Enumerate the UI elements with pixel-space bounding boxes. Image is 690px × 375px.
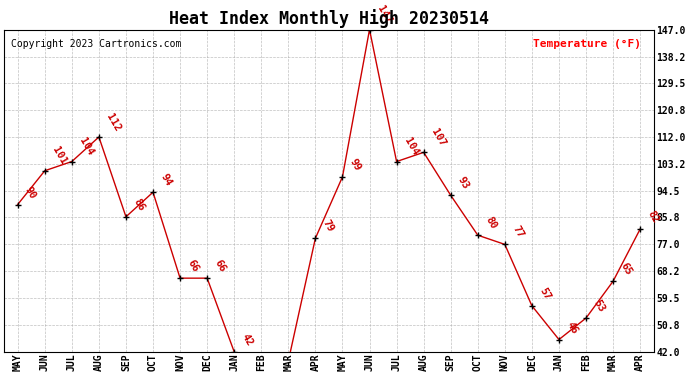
Text: 147: 147: [375, 4, 393, 26]
Text: 65: 65: [619, 261, 633, 277]
Title: Heat Index Monthly High 20230514: Heat Index Monthly High 20230514: [169, 9, 489, 28]
Text: 99: 99: [348, 157, 363, 173]
Text: 101: 101: [50, 146, 68, 166]
Text: 29: 29: [0, 374, 1, 375]
Text: 53: 53: [591, 298, 607, 314]
Text: 112: 112: [104, 112, 123, 133]
Text: 66: 66: [186, 258, 201, 274]
Text: 77: 77: [511, 224, 525, 240]
Text: Copyright 2023 Cartronics.com: Copyright 2023 Cartronics.com: [10, 39, 181, 49]
Text: 46: 46: [564, 320, 580, 335]
Text: 80: 80: [483, 215, 498, 231]
Text: 93: 93: [456, 175, 471, 191]
Text: 104: 104: [402, 136, 420, 158]
Text: 90: 90: [23, 184, 38, 200]
Text: 66: 66: [213, 258, 228, 274]
Text: 79: 79: [321, 218, 336, 234]
Text: 94: 94: [159, 172, 173, 188]
Text: 104: 104: [77, 136, 95, 158]
Text: 39: 39: [0, 374, 1, 375]
Text: 57: 57: [538, 286, 553, 302]
Text: 82: 82: [646, 209, 660, 225]
Text: Temperature (°F): Temperature (°F): [533, 39, 641, 49]
Text: 42: 42: [239, 332, 255, 348]
Text: 107: 107: [429, 127, 447, 148]
Text: 86: 86: [132, 197, 146, 213]
